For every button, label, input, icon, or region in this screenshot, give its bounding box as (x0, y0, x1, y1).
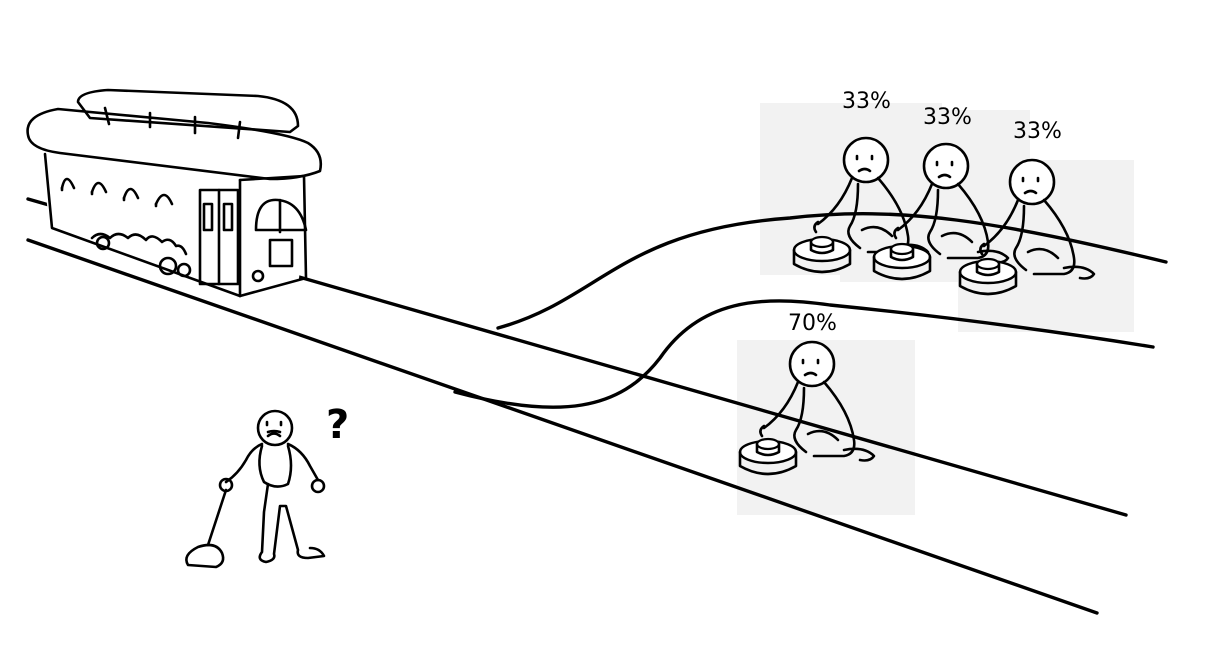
person-1-label: 33% (842, 89, 891, 114)
person-3-label: 33% (1013, 119, 1062, 144)
person-2-label: 33% (923, 105, 972, 130)
lower-group: 70% (738, 311, 876, 476)
question-mark: ? (326, 402, 349, 448)
lever[interactable] (185, 488, 228, 569)
upper-group: 33% 33% 33% (792, 89, 1096, 296)
trolley (26, 88, 323, 298)
lever-operator: ? (185, 402, 349, 569)
person-4-label: 70% (788, 311, 837, 336)
